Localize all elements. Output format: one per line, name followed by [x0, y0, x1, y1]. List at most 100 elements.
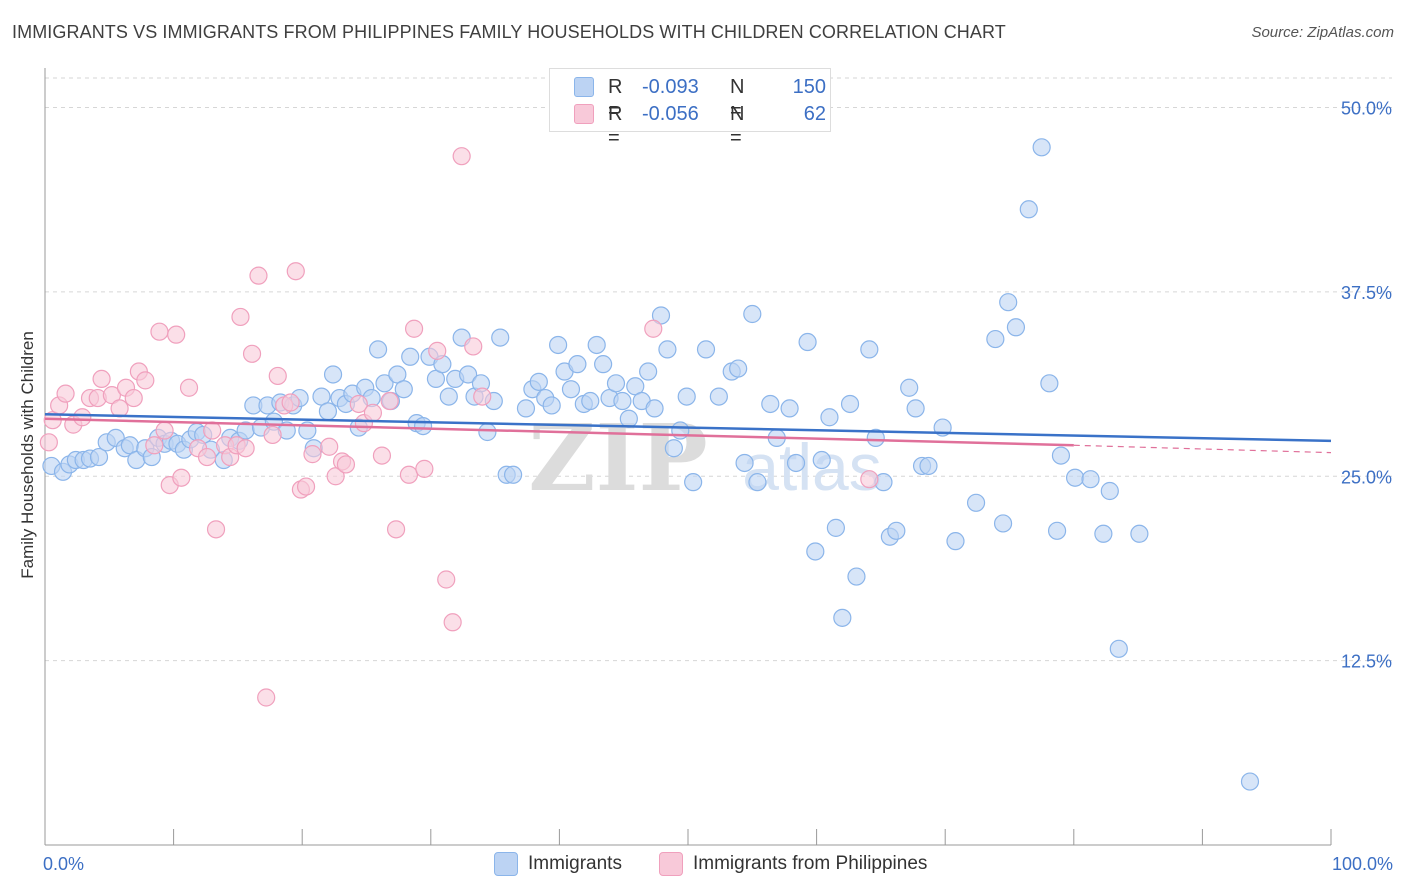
x-tick-labels: 0.0% 100.0%	[43, 854, 1393, 874]
point-philippines	[39, 433, 58, 452]
point-immigrants	[826, 518, 845, 537]
point-philippines	[399, 465, 419, 484]
point-philippines	[110, 399, 129, 418]
point-philippines	[263, 425, 282, 445]
point-philippines	[303, 445, 322, 464]
correlation-legend: R = -0.093 N = 150 R = -0.056 N = 62	[549, 68, 831, 149]
point-immigrants	[684, 473, 703, 492]
point-philippines	[268, 366, 287, 386]
point-philippines	[249, 266, 268, 285]
x-axis-ticks	[44, 829, 1332, 845]
watermark-zip: ZIP	[528, 404, 707, 512]
point-immigrants	[729, 359, 748, 378]
point-philippines	[197, 447, 217, 467]
point-immigrants	[664, 439, 683, 458]
point-philippines	[320, 437, 339, 456]
legend-r-label: R =	[608, 76, 623, 122]
point-philippines	[296, 477, 316, 496]
point-immigrants	[743, 304, 762, 324]
y-axis-label: Family Households with Children	[18, 331, 37, 579]
y-tick-label: 25.0%	[1341, 467, 1392, 487]
point-philippines	[231, 307, 250, 327]
point-immigrants	[491, 328, 510, 347]
point-immigrants	[613, 391, 632, 411]
point-immigrants	[587, 335, 606, 355]
point-immigrants	[375, 374, 394, 393]
legend-n-label: N =	[730, 103, 745, 149]
trend-line-extension	[1073, 444, 1332, 454]
point-philippines	[644, 319, 663, 338]
point-immigrants	[748, 473, 767, 492]
point-immigrants	[1006, 318, 1026, 337]
point-philippines	[167, 325, 186, 344]
bottom-legend-philippines: Immigrants from Philippines	[659, 852, 927, 876]
point-immigrants	[318, 402, 338, 421]
point-immigrants	[542, 396, 561, 415]
point-philippines	[172, 468, 191, 487]
point-immigrants	[696, 340, 716, 359]
point-philippines	[56, 384, 75, 403]
point-philippines	[386, 520, 406, 539]
point-immigrants	[866, 428, 885, 447]
point-philippines	[124, 388, 143, 408]
x-tick-label: 100.0%	[1332, 854, 1393, 874]
point-philippines	[145, 436, 164, 455]
point-immigrants	[677, 387, 696, 406]
point-philippines	[236, 439, 255, 458]
point-immigrants	[504, 465, 523, 484]
point-immigrants	[1065, 468, 1085, 487]
point-philippines	[437, 570, 456, 589]
point-immigrants	[1051, 446, 1071, 465]
point-immigrants	[820, 408, 839, 427]
point-immigrants	[619, 409, 638, 428]
point-immigrants	[658, 340, 677, 359]
point-immigrants	[1109, 639, 1128, 658]
legend-swatch-immigrants	[574, 77, 594, 97]
legend-r-value: -0.056	[642, 103, 699, 125]
bottom-legend-swatch-immigrants	[494, 852, 518, 876]
watermark: ZIP atlas	[528, 404, 881, 512]
point-immigrants	[606, 374, 626, 393]
point-immigrants	[639, 362, 658, 381]
point-immigrants	[478, 422, 497, 442]
point-philippines	[404, 319, 424, 338]
point-immigrants	[840, 394, 860, 414]
point-immigrants	[439, 387, 458, 406]
bottom-legend-immigrants: Immigrants	[494, 852, 622, 876]
point-immigrants	[887, 521, 906, 540]
point-immigrants	[323, 365, 343, 384]
point-immigrants	[1081, 470, 1100, 489]
point-immigrants	[946, 532, 965, 551]
point-immigrants	[568, 355, 587, 374]
point-philippines	[155, 421, 174, 440]
point-philippines	[473, 387, 492, 406]
point-philippines	[73, 408, 92, 427]
point-philippines	[150, 322, 169, 341]
y-tick-label: 37.5%	[1341, 283, 1392, 303]
point-immigrants	[458, 365, 478, 384]
bottom-legend-label: Immigrants	[528, 853, 622, 875]
point-immigrants	[786, 453, 806, 473]
point-immigrants	[645, 399, 664, 418]
point-philippines	[428, 341, 447, 360]
point-philippines	[860, 470, 879, 489]
point-philippines	[179, 378, 199, 397]
point-immigrants	[761, 394, 780, 414]
point-philippines	[336, 455, 356, 474]
point-philippines	[443, 613, 462, 632]
gridlines	[45, 77, 1392, 662]
point-immigrants	[780, 399, 799, 418]
legend-r-value: -0.093	[642, 76, 699, 98]
y-tick-labels: 12.5% 25.0% 37.5% 50.0%	[1341, 99, 1392, 672]
watermark-atlas: atlas	[742, 430, 881, 504]
point-immigrants	[1130, 524, 1149, 543]
point-philippines	[286, 262, 305, 281]
point-immigrants	[847, 567, 866, 586]
point-immigrants	[812, 450, 831, 470]
point-immigrants	[709, 387, 728, 406]
chart-title: IMMIGRANTS VS IMMIGRANTS FROM PHILIPPINE…	[12, 22, 1006, 42]
point-philippines	[452, 147, 471, 166]
point-philippines	[136, 371, 155, 390]
point-philippines	[464, 337, 483, 356]
